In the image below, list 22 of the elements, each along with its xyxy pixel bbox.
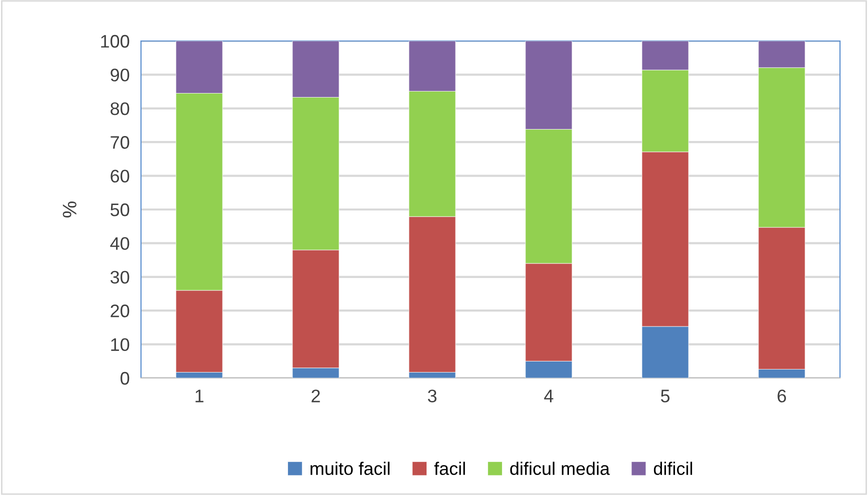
x-tick-label: 5 bbox=[660, 390, 670, 402]
y-tick-label: 100 bbox=[101, 34, 130, 48]
legend-label: dificul media bbox=[510, 462, 610, 476]
y-axis-title: % bbox=[62, 202, 76, 218]
y-tick-label: 10 bbox=[111, 338, 130, 352]
legend-label: facil bbox=[434, 462, 465, 476]
y-tick-label: 40 bbox=[110, 237, 130, 250]
x-tick-label: 2 bbox=[312, 390, 320, 402]
y-tick-label: 20 bbox=[110, 304, 130, 318]
y-tick-label: 80 bbox=[110, 102, 130, 116]
x-tick-label: 3 bbox=[428, 390, 436, 402]
y-tick-label: 60 bbox=[110, 170, 130, 183]
legend-label: muito facil bbox=[310, 462, 390, 476]
x-tick-label: 4 bbox=[544, 390, 554, 402]
x-tick-label: 6 bbox=[778, 390, 786, 402]
y-tick-label: 50 bbox=[110, 203, 130, 216]
legend-label: dificil bbox=[654, 462, 692, 476]
y-tick-label: 30 bbox=[110, 270, 130, 284]
y-tick-label: 0 bbox=[120, 372, 130, 385]
y-tick-label: 70 bbox=[110, 136, 130, 149]
y-tick-label: 90 bbox=[110, 68, 130, 82]
x-tick-label: 1 bbox=[196, 390, 204, 402]
